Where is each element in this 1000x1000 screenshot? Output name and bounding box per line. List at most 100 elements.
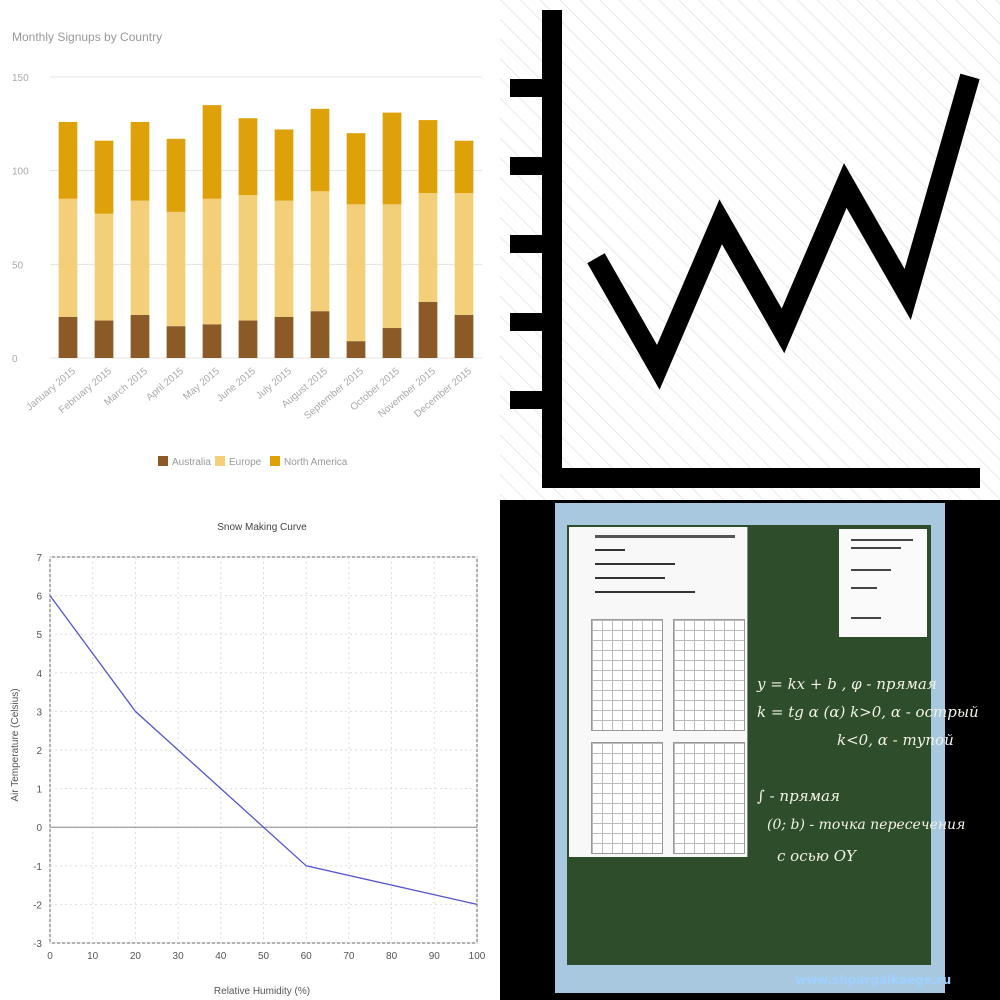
bar-segment	[94, 320, 114, 358]
mini-graph	[673, 742, 745, 854]
x-tick-label: 60	[301, 951, 313, 962]
y-tick-label: 100	[12, 167, 29, 178]
bar-segment	[130, 121, 150, 201]
mini-graph	[591, 619, 663, 731]
chart-title: Monthly Signups by Country	[12, 30, 162, 44]
note-line	[851, 617, 881, 619]
x-tick-label: 90	[429, 951, 441, 962]
bar-segment	[382, 112, 402, 205]
y-tick-label: 0	[12, 354, 18, 365]
rising-line-chart-icon	[500, 0, 1000, 500]
y-tick-label: 1	[36, 785, 42, 796]
x-tick-label: 80	[386, 951, 398, 962]
line-chart-icon-panel	[500, 0, 1000, 500]
x-tick-label: 30	[173, 951, 185, 962]
bar-segment	[454, 314, 474, 358]
legend-swatch	[158, 456, 168, 466]
x-tick-label: 50	[258, 951, 270, 962]
bar-segment	[58, 121, 78, 199]
x-tick-label: 40	[215, 951, 227, 962]
bar-segment	[382, 204, 402, 329]
chalk-line: (0; b) - точка пересечения	[767, 817, 966, 833]
y-tick-label: -1	[33, 862, 42, 873]
y-tick-label: 5	[36, 630, 42, 641]
legend-swatch	[270, 456, 280, 466]
bar-segment	[310, 108, 330, 192]
legend-label: North America	[284, 457, 348, 468]
bar-segment	[166, 138, 186, 212]
note-line	[851, 569, 891, 571]
worksheet-line	[595, 563, 675, 565]
chalk-line: k = tg α (α) k>0, α - острый	[757, 703, 979, 721]
y-tick-label: 4	[36, 669, 42, 680]
legend-label: Europe	[229, 457, 262, 468]
bar-segment	[454, 140, 474, 194]
bar-segment	[310, 191, 330, 312]
x-tick-label: 10	[87, 951, 99, 962]
y-tick-label: 50	[12, 260, 24, 271]
x-tick-label: June 2015	[215, 366, 258, 405]
blackboard-photo: y = kx + b , φ - прямая k = tg α (α) k>0…	[500, 500, 1000, 1000]
stacked-bar-chart-panel: Monthly Signups by Country 0 50 100 150 Jan…	[0, 0, 500, 500]
y-tick-label: 3	[36, 707, 42, 718]
bar-segment	[58, 316, 78, 358]
bar-segment	[382, 328, 402, 358]
chalk-line: ∫ - прямая	[757, 787, 840, 805]
bar-segment	[94, 213, 114, 321]
x-tick-label: 0	[47, 951, 53, 962]
chalk-line: с осью OY	[777, 847, 856, 865]
bar-segment	[418, 193, 438, 302]
bar-segment	[238, 320, 258, 358]
bar-segment	[166, 326, 186, 358]
bar-segment	[274, 316, 294, 358]
worksheet-heading	[595, 535, 735, 538]
worksheet	[569, 527, 748, 857]
trend-line	[587, 73, 980, 390]
bar-segment	[346, 204, 366, 342]
y-tick-label: 7	[36, 553, 42, 564]
bar-segment	[202, 105, 222, 199]
y-tick-label: -3	[33, 939, 42, 950]
bar-segment	[166, 211, 186, 327]
note-card	[839, 529, 927, 637]
y-tick-label: 150	[12, 73, 29, 84]
worksheet-line	[595, 577, 665, 579]
bar-segment	[418, 301, 438, 358]
note-line	[851, 539, 913, 541]
y-tick-label: 6	[36, 592, 42, 603]
chalk-line: y = kx + b , φ - прямая	[757, 675, 937, 693]
chalk-line: k<0, α - тупой	[837, 731, 954, 749]
y-tick-label: 2	[36, 746, 42, 757]
bar-segment	[274, 129, 294, 201]
worksheet-line	[595, 591, 695, 593]
bar-segment	[130, 314, 150, 358]
bar-segment	[346, 341, 366, 358]
bar-segment	[94, 140, 114, 214]
x-tick-label: 100	[469, 951, 486, 962]
legend-swatch	[215, 456, 225, 466]
x-tick-label: 70	[343, 951, 355, 962]
legend-label: Australia	[172, 457, 211, 468]
y-tick-label: 0	[36, 823, 42, 834]
snow-making-curve-panel: Snow Making Curve 0 10 20 30 40 50 60 70 80 90 100…	[0, 500, 500, 1000]
board-frame: y = kx + b , φ - прямая k = tg α (α) k>0…	[555, 503, 979, 993]
bar-segment	[418, 120, 438, 194]
x-tick-label: 20	[130, 951, 142, 962]
plot-frame	[49, 556, 478, 944]
y-tick-label: -2	[33, 900, 42, 911]
mini-graph	[673, 619, 745, 731]
bar-segment	[130, 200, 150, 315]
x-axis-label: Relative Humidity (%)	[214, 986, 310, 997]
bar-segment	[238, 195, 258, 321]
curve-line	[49, 595, 478, 906]
bar-segment	[202, 198, 222, 325]
y-axis-label: Air Temperature (Celsius)	[10, 688, 21, 801]
chalkboard: y = kx + b , φ - прямая k = tg α (α) k>0…	[567, 525, 979, 965]
bar-segment	[274, 200, 294, 317]
site-url: www.shpargalkaege.ru	[795, 973, 952, 987]
bar-segment	[58, 198, 78, 317]
snow-making-curve-chart: Snow Making Curve 0 10 20 30 40 50 60 70 80 90 100…	[10, 522, 486, 997]
bar-segment	[310, 311, 330, 358]
note-line	[851, 547, 901, 549]
